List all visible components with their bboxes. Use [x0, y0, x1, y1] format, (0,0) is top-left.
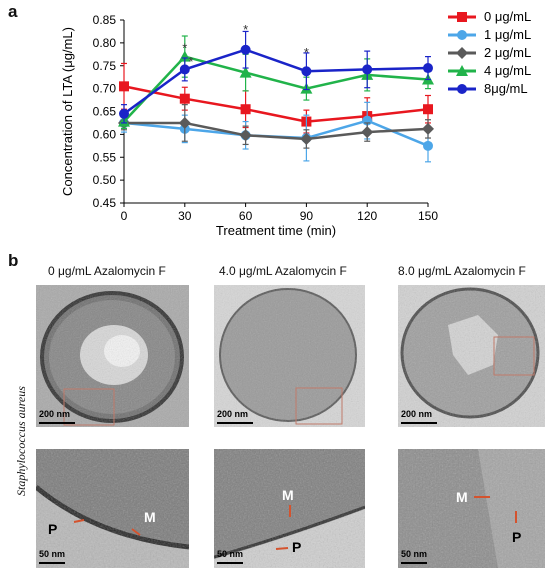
marker-m-4: M [282, 487, 294, 503]
scale-label-top-8: 200 nm [401, 409, 433, 419]
tem-image-8-overview: 200 nm [398, 285, 545, 427]
scale-bar-top-4 [217, 422, 253, 424]
legend-label: 8μg/mL [484, 81, 528, 96]
tem-image-0-overview: 200 nm [36, 285, 189, 427]
data-point [239, 66, 252, 78]
marker-p-0: P [48, 521, 58, 537]
x-axis-label: Treatment time (min) [216, 223, 336, 238]
x-tick-label: 90 [300, 209, 314, 223]
legend-label: 4 μg/mL [484, 63, 531, 78]
significance-asterisk: * [304, 45, 309, 60]
data-point [422, 122, 434, 135]
data-point [362, 64, 373, 75]
significance-asterisk: * [243, 22, 248, 37]
tem-image-0-zoom: P M 50 nm [36, 449, 189, 568]
data-point [179, 64, 190, 75]
scale-label-bottom-8: 50 nm [401, 549, 428, 559]
x-tick-label: 150 [418, 209, 438, 223]
lta-line-chart: 0.45 0.50 0.55 0.60 0.65 0.70 0.75 0.80 0.85 0 30 6… [60, 9, 531, 238]
data-point [239, 129, 252, 142]
marker-m-8: M [456, 489, 468, 505]
scale-bar-top-0 [39, 422, 75, 424]
y-tick-label: 0.45 [93, 196, 117, 210]
x-tick-label: 60 [239, 209, 253, 223]
series-line [123, 48, 429, 115]
data-point [423, 104, 433, 115]
y-tick-label: 0.55 [93, 150, 117, 164]
data-point [301, 66, 312, 77]
marker-m-0: M [144, 509, 156, 525]
panel-a-letter: a [8, 2, 18, 21]
column-title-8: 8.0 μg/mL Azalomycin F [398, 264, 526, 278]
y-tick-label: 0.85 [93, 13, 117, 27]
marker-p-8: P [512, 529, 522, 545]
series-line [124, 121, 429, 141]
scale-label-top-4: 200 nm [217, 409, 249, 419]
legend-label: 2 μg/mL [484, 45, 531, 60]
series-line [123, 85, 429, 123]
y-tick-label: 0.50 [93, 173, 117, 187]
scale-bar-top-8 [401, 422, 437, 424]
scale-bar-bottom-4 [217, 562, 243, 564]
x-tick-label: 30 [178, 209, 192, 223]
data-point [119, 81, 129, 92]
column-title-4: 4.0 μg/mL Azalomycin F [219, 264, 347, 278]
data-point [240, 104, 251, 115]
panel-b-letter: b [8, 251, 19, 270]
column-title-0: 0 μg/mL Azalomycin F [48, 264, 166, 278]
y-axis-label: Concentration of LTA (μg/mL) [60, 27, 75, 196]
scale-bar-bottom-8 [401, 562, 427, 564]
scale-label-bottom-4: 50 nm [217, 549, 244, 559]
tem-image-4-overview: 200 nm [214, 285, 365, 427]
scale-bar-bottom-0 [39, 562, 65, 564]
significance-asterisk: * [188, 54, 193, 69]
legend-marker [457, 30, 467, 40]
marker-p-4: P [292, 539, 302, 555]
y-tick-label: 0.75 [93, 59, 117, 73]
y-tick-label: 0.60 [93, 127, 117, 141]
scale-label-top-0: 200 nm [39, 409, 71, 419]
legend-marker [456, 47, 468, 59]
x-tick-label: 120 [357, 209, 377, 223]
tem-image-8-zoom: M P 50 nm [398, 449, 545, 568]
significance-asterisk: * [182, 40, 187, 55]
x-tick-label: 0 [121, 209, 128, 223]
y-tick-label: 0.80 [93, 36, 117, 50]
data-point [423, 63, 433, 74]
scale-label-bottom-0: 50 nm [39, 549, 66, 559]
data-point [179, 93, 190, 104]
series-line [123, 55, 429, 123]
y-tick-label: 0.65 [93, 105, 117, 119]
data-point [423, 140, 433, 151]
row-label-staphylococcus: Staphylococcus aureus [14, 386, 28, 496]
data-point [178, 116, 191, 129]
data-point [119, 108, 129, 119]
series-line [123, 119, 429, 147]
legend-label: 0 μg/mL [484, 9, 531, 24]
data-point [240, 44, 251, 55]
legend-marker [457, 12, 467, 22]
legend-label: 1 μg/mL [484, 27, 531, 42]
data-point [300, 132, 313, 145]
legend-marker [457, 84, 467, 94]
legend-marker [456, 65, 468, 76]
data-point [361, 126, 374, 139]
tem-image-4-zoom: M P 50 nm [214, 449, 365, 568]
y-tick-label: 0.70 [93, 82, 117, 96]
data-point [178, 50, 191, 62]
